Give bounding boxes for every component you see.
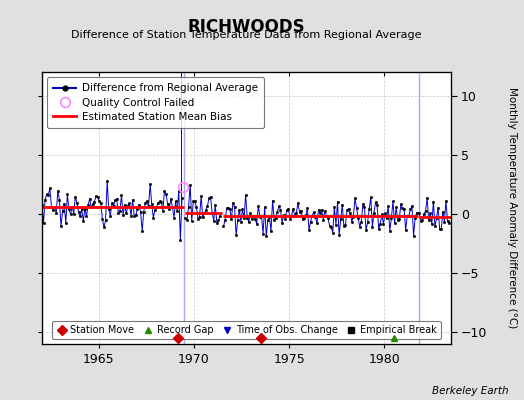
Text: Berkeley Earth: Berkeley Earth [432, 386, 508, 396]
Text: RICHWOODS: RICHWOODS [188, 18, 305, 36]
Y-axis label: Monthly Temperature Anomaly Difference (°C): Monthly Temperature Anomaly Difference (… [507, 87, 517, 329]
Text: Difference of Station Temperature Data from Regional Average: Difference of Station Temperature Data f… [71, 30, 421, 40]
Legend: Station Move, Record Gap, Time of Obs. Change, Empirical Break: Station Move, Record Gap, Time of Obs. C… [52, 321, 441, 339]
